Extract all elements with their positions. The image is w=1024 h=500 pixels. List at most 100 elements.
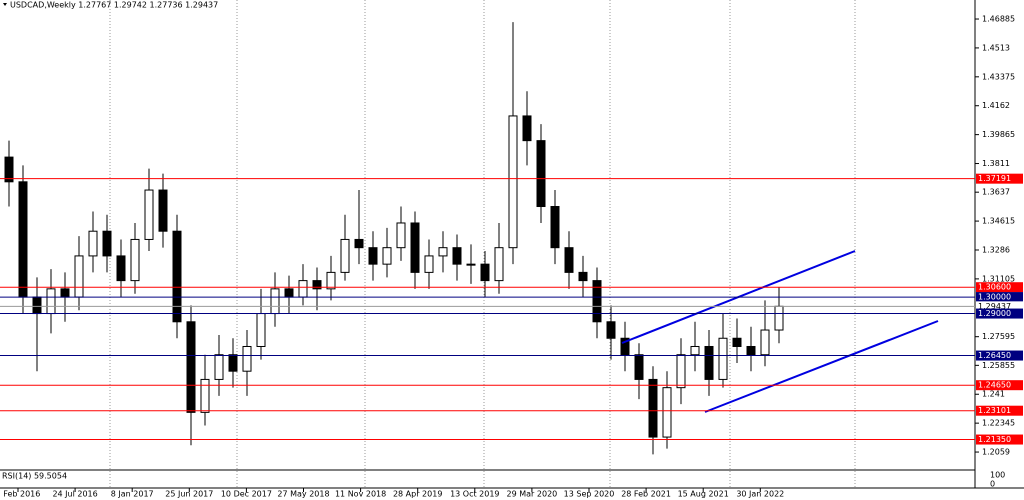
- x-tick-label: 27 May 2018: [277, 490, 329, 499]
- level-label: 1.24650: [978, 381, 1011, 390]
- x-tick-label: 8 Jan 2017: [111, 490, 154, 499]
- candle-body: [74, 255, 84, 298]
- candle-body: [312, 280, 322, 290]
- x-tick-label: 28 Apr 2019: [393, 490, 442, 499]
- candle-body: [424, 255, 434, 273]
- level-label: 1.26450: [978, 351, 1011, 360]
- level-label-box: [976, 434, 1023, 445]
- candle-body: [662, 387, 672, 438]
- candle-body: [18, 181, 28, 298]
- x-tick-label: 28 Feb 2021: [621, 490, 671, 499]
- candle-body: [564, 247, 574, 273]
- candle-body: [494, 247, 504, 282]
- x-tick-label: 30 Jan 2022: [736, 490, 784, 499]
- rsi-label: RSI(14) 59.5054: [2, 472, 67, 481]
- x-tick-label: 13 Oct 2019: [450, 490, 499, 499]
- candle-body: [620, 337, 630, 356]
- candle-body: [158, 189, 168, 232]
- candle-body: [326, 271, 336, 290]
- level-label-box: [976, 405, 1023, 416]
- candle-body: [690, 345, 700, 356]
- candle-body: [340, 238, 350, 273]
- x-tick-label: 29 Mar 2020: [507, 490, 558, 499]
- candle-body: [172, 230, 182, 323]
- x-tick-label: 15 Aug 2021: [678, 490, 729, 499]
- candle-body: [718, 337, 728, 380]
- candle-body: [578, 271, 588, 282]
- level-label-box: [976, 350, 1023, 361]
- candle-body: [732, 337, 742, 347]
- candle-body: [550, 206, 560, 249]
- level-label: 1.30000: [978, 293, 1011, 302]
- candle-body: [676, 354, 686, 389]
- x-tick-label: 13 Sep 2020: [564, 490, 615, 499]
- level-label: 1.30600: [978, 283, 1011, 292]
- level-label: 1.29437: [978, 302, 1011, 311]
- rsi-tick-label: 0: [990, 480, 995, 489]
- level-label-box: [976, 282, 1023, 293]
- candle-body: [4, 156, 14, 183]
- x-tick-label: 10 Dec 2017: [221, 490, 272, 499]
- candle-body: [410, 222, 420, 273]
- candle-body: [186, 321, 196, 413]
- level-label: 1.37191: [978, 174, 1011, 183]
- symbol-menu-arrow[interactable]: [3, 3, 7, 6]
- candle-body: [242, 345, 252, 372]
- candle-body: [522, 115, 532, 142]
- y-tick-label: 1.241: [982, 390, 1005, 399]
- y-tick-label: 1.4162: [982, 101, 1010, 110]
- candle-body: [144, 189, 154, 240]
- candle-body: [396, 222, 406, 249]
- y-tick-label: 1.4513: [982, 43, 1010, 52]
- candle-body: [760, 329, 770, 356]
- candle-body: [368, 247, 378, 265]
- level-label-box: [976, 308, 1023, 319]
- candle-body: [130, 238, 140, 282]
- candle-body: [634, 354, 644, 380]
- x-tick-label: 25 Jun 2017: [165, 490, 213, 499]
- y-tick-label: 1.3637: [982, 188, 1010, 197]
- level-label-box: [976, 380, 1023, 391]
- y-tick-label: 1.43375: [982, 72, 1015, 81]
- candle-body: [46, 288, 56, 315]
- candle-body: [508, 115, 518, 249]
- vertical-grid: [109, 0, 856, 488]
- candle-body: [480, 263, 490, 282]
- trend-line-lower[interactable]: [704, 320, 939, 413]
- candle-body: [438, 247, 448, 257]
- candle-body: [536, 140, 546, 208]
- y-tick-label: 1.2059: [982, 448, 1010, 457]
- level-label: 1.21350: [978, 435, 1011, 444]
- candle-body: [32, 296, 42, 315]
- rsi-tick-label: 100: [990, 471, 1005, 480]
- candle-body: [648, 378, 658, 438]
- y-tick-label: 1.46885: [982, 15, 1015, 24]
- y-tick-label: 1.34615: [982, 217, 1015, 226]
- candle-body: [270, 288, 280, 315]
- candle-body: [746, 345, 756, 356]
- candle-body: [452, 247, 462, 265]
- level-label: 1.29000: [978, 309, 1011, 318]
- candle-body: [354, 238, 364, 249]
- candle-body: [606, 321, 616, 339]
- y-tick-label: 1.31105: [982, 274, 1015, 283]
- candle-body: [774, 305, 784, 331]
- level-label: 1.23101: [978, 406, 1011, 415]
- x-tick-label: 24 Jul 2016: [52, 490, 97, 499]
- y-tick-label: 1.39865: [982, 130, 1015, 139]
- candle-body: [704, 345, 714, 380]
- candle-body: [466, 263, 476, 266]
- candle-body: [382, 247, 392, 265]
- candle-body: [60, 288, 70, 298]
- y-tick-label: 1.27595: [982, 332, 1015, 341]
- candle-body: [200, 378, 210, 413]
- candle-body: [214, 354, 224, 380]
- y-tick-label: 1.3811: [982, 159, 1010, 168]
- candle-body: [298, 280, 308, 298]
- candle-body: [228, 354, 238, 372]
- level-label-box: [976, 173, 1023, 184]
- candle-body: [256, 313, 266, 347]
